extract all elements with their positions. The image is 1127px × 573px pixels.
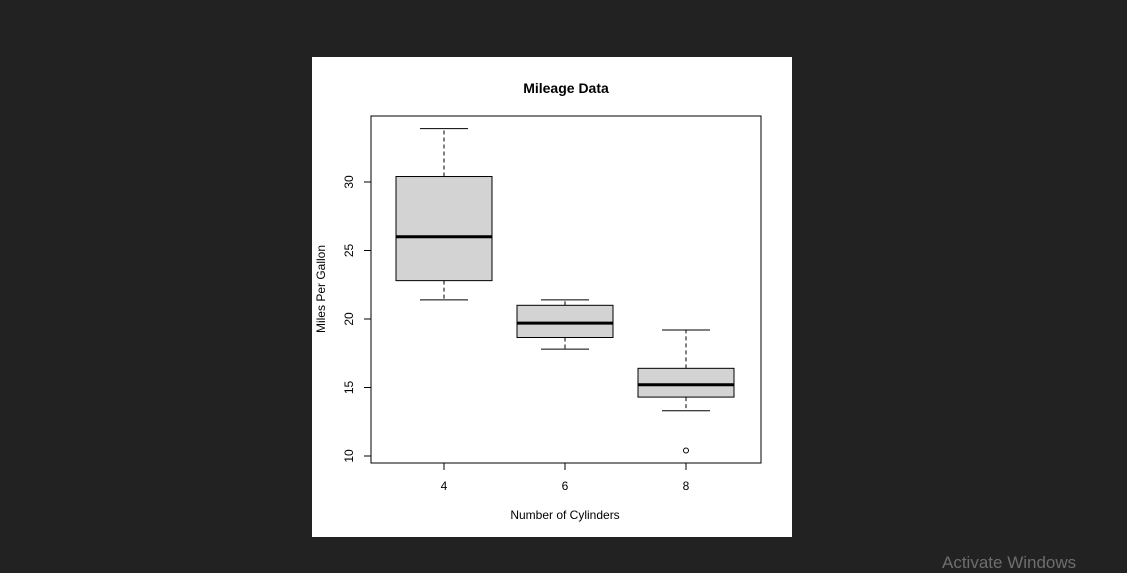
box-4 xyxy=(395,128,493,301)
boxes xyxy=(395,128,735,454)
boxplot-chart: Mileage Data Number of Cylinders Miles P… xyxy=(314,80,762,522)
x-tick-label: 4 xyxy=(441,479,448,493)
outlier-point xyxy=(683,447,689,454)
x-tick-label: 8 xyxy=(683,479,690,493)
y-tick-label: 15 xyxy=(342,381,356,395)
box-6 xyxy=(516,299,614,350)
y-tick-label: 30 xyxy=(342,175,356,189)
iqr-box xyxy=(637,367,735,398)
y-axis-label: Miles Per Gallon xyxy=(314,245,328,333)
box-8 xyxy=(637,329,735,454)
y-tick-label: 20 xyxy=(342,312,356,326)
activate-windows-watermark: Activate Windows xyxy=(942,553,1077,572)
x-axis-label: Number of Cylinders xyxy=(510,508,619,522)
y-axis: 10 15 20 25 30 xyxy=(342,175,372,463)
x-axis: 4 6 8 xyxy=(441,462,690,493)
x-tick-label: 6 xyxy=(562,479,569,493)
y-tick-label: 25 xyxy=(342,244,356,258)
y-tick-label: 10 xyxy=(342,449,356,463)
iqr-box xyxy=(516,304,614,338)
iqr-box xyxy=(395,176,493,282)
plot-panel: Mileage Data Number of Cylinders Miles P… xyxy=(312,57,792,537)
chart-title: Mileage Data xyxy=(523,80,609,96)
